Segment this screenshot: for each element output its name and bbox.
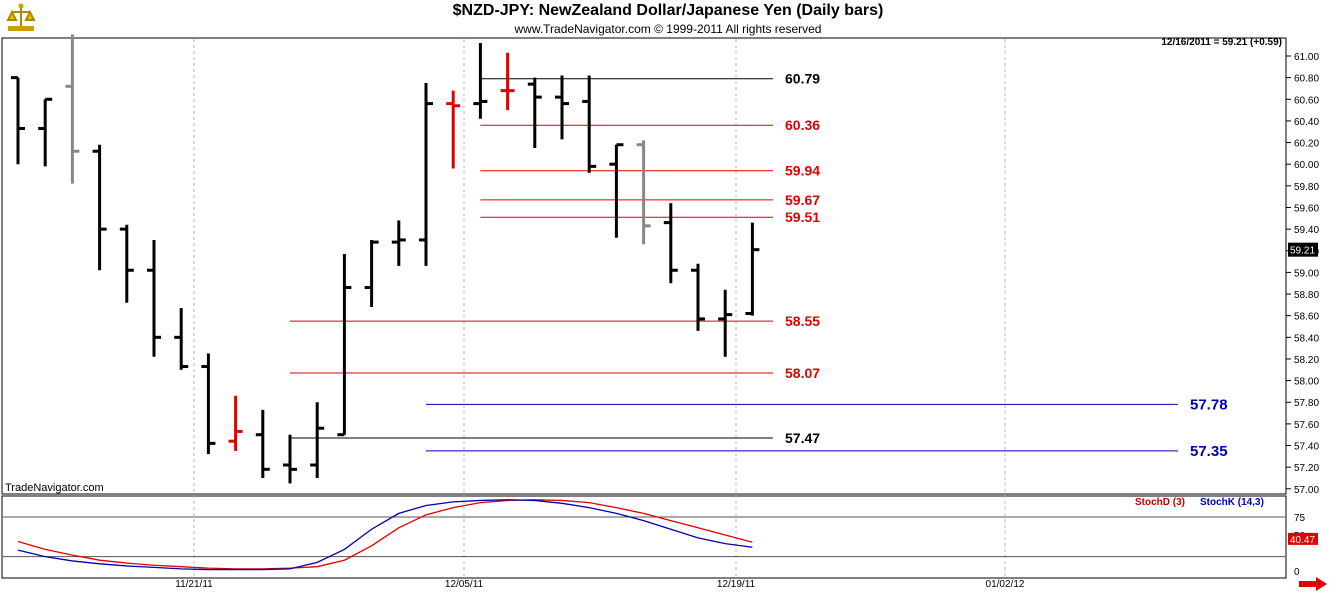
price-tick-label: 60.60 — [1294, 95, 1319, 106]
level-label: 58.07 — [785, 365, 820, 381]
ohlc-bars[interactable] — [11, 34, 760, 484]
price-tick-label: 60.40 — [1294, 117, 1319, 128]
level-label: 57.47 — [785, 430, 820, 446]
stoch-tick-label: 75 — [1294, 513, 1306, 524]
price-tick-label: 57.00 — [1294, 485, 1319, 496]
price-tick-label: 58.80 — [1294, 290, 1319, 301]
level-label: 59.51 — [785, 209, 820, 225]
legend-stoch-d: StochD (3) — [1135, 497, 1185, 508]
price-tick-label: 57.80 — [1294, 398, 1319, 409]
main-panel-frame — [1, 37, 1287, 495]
date-tick-label: 12/05/11 — [445, 579, 484, 590]
level-label: 59.94 — [785, 163, 820, 179]
stoch-series-line — [17, 499, 753, 570]
brand-label: TradeNavigator.com — [5, 482, 104, 494]
current-price-label: 59.21 — [1290, 246, 1315, 257]
stoch-value-label: 40.47 — [1290, 535, 1315, 546]
scroll-right-arrow-icon[interactable] — [1298, 577, 1328, 591]
level-label: 58.55 — [785, 313, 820, 329]
price-tick-label: 60.00 — [1294, 160, 1319, 171]
date-tick-label: 01/02/12 — [986, 579, 1025, 590]
stoch-series-line — [17, 499, 753, 571]
price-tick-label: 57.20 — [1294, 463, 1319, 474]
stoch-value-box — [1288, 532, 1318, 545]
price-tick-label: 60.20 — [1294, 139, 1319, 150]
trade-navigator-logo-icon — [6, 3, 36, 31]
price-tick-label: 58.40 — [1294, 333, 1319, 344]
price-tick-label: 57.40 — [1294, 442, 1319, 453]
level-label: 57.35 — [1190, 443, 1228, 460]
price-axis: 61.00 60.80 60.60 60.40 60.20 60.00 59.80 59.60… — [1286, 52, 1319, 496]
level-label: 57.78 — [1190, 396, 1228, 413]
date-tick-label: 11/21/11 — [175, 579, 213, 590]
price-tick-label: 61.00 — [1294, 52, 1319, 63]
date-tick-label: 12/19/11 — [717, 579, 756, 590]
price-tick-label: 59.40 — [1294, 225, 1319, 236]
price-tick-label: 58.60 — [1294, 312, 1319, 323]
price-tick-label: 58.20 — [1294, 355, 1319, 366]
stochastic-lines: 7550040.47 — [3, 499, 1318, 578]
price-tick-label: 59.80 — [1294, 182, 1319, 193]
chart-subtitle: www.TradeNavigator.com © 1999-2011 All r… — [514, 22, 822, 36]
level-label: 59.67 — [785, 192, 820, 208]
current-price-box — [1288, 242, 1318, 257]
stochastic-panel-frame — [1, 495, 1287, 579]
price-tick-label: 57.60 — [1294, 420, 1319, 431]
price-tick-label: 60.80 — [1294, 74, 1319, 85]
level-label: 60.36 — [785, 117, 820, 133]
chart-title: $NZD-JPY: NewZealand Dollar/Japanese Yen… — [452, 2, 884, 19]
price-tick-label: 59.60 — [1294, 203, 1319, 214]
stoch-tick-label: 0 — [1294, 567, 1300, 578]
price-tick-label: 59.00 — [1294, 268, 1319, 279]
date-axis: 11/21/11 12/05/11 12/19/11 01/02/12 — [175, 579, 1025, 590]
price-tick-label: 58.00 — [1294, 377, 1319, 388]
last-quote: 12/16/2011 = 59.21 (+0.59) — [1161, 37, 1282, 48]
legend-stoch-k: StochK (14,3) — [1200, 497, 1264, 508]
level-label: 60.79 — [785, 71, 820, 87]
